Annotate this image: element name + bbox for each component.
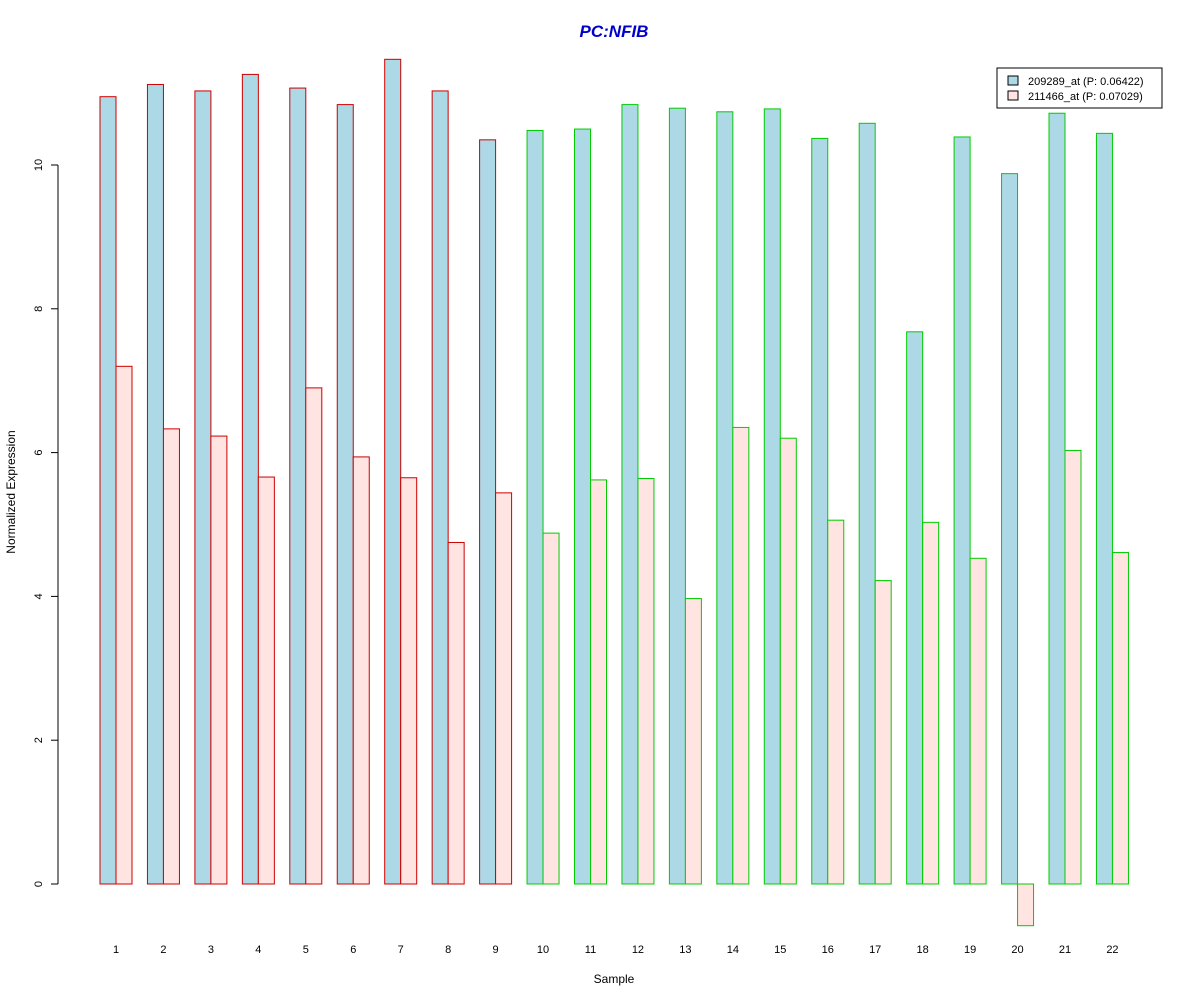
bar-series-1-sample-1 (99, 96, 117, 885)
y-tick-label: 10 (33, 159, 45, 171)
bar-series-2-sample-14 (732, 426, 750, 885)
y-tick-label: 6 (33, 450, 45, 456)
bar-series-1-sample-2 (146, 83, 164, 885)
bar-series-2-sample-21 (1064, 449, 1082, 885)
y-axis: 0 2 4 6 8 10 (33, 159, 59, 887)
bar-series-2-sample-8 (447, 541, 465, 885)
legend-swatch (1007, 75, 1019, 86)
bar-series-1-sample-17 (858, 122, 876, 885)
bar-series-2-sample-2 (162, 428, 180, 885)
bar-series-2-sample-9 (495, 492, 513, 885)
x-tick-label: 1 (113, 944, 119, 956)
y-tick-label: 0 (33, 881, 45, 887)
legend-swatch (1007, 90, 1019, 101)
bar-series-1-sample-11 (574, 128, 591, 885)
y-tick-label: 4 (33, 593, 45, 599)
bar-series-1-sample-12 (621, 104, 639, 885)
bar-series-1-sample-14 (716, 111, 734, 885)
bar-series-1-sample-6 (336, 104, 354, 885)
bar-series-1-sample-10 (526, 129, 544, 885)
bar-series-2-sample-15 (779, 437, 797, 885)
bar-series-2-sample-7 (400, 477, 418, 885)
x-tick-label: 17 (869, 944, 881, 956)
bar-series-1-sample-3 (194, 90, 212, 885)
x-tick-label: 12 (632, 944, 644, 956)
x-tick-label: 10 (537, 944, 549, 956)
bar-series-2-sample-3 (210, 435, 228, 885)
bar-series-2-sample-5 (305, 387, 323, 885)
x-tick-label: 7 (398, 944, 404, 956)
bar-series-1-sample-9 (479, 139, 497, 885)
bar-series-1-sample-19 (953, 136, 971, 885)
bars (99, 58, 1129, 927)
bar-series-1-sample-18 (906, 331, 924, 885)
x-tick-label: 21 (1059, 944, 1071, 956)
y-tick-label: 8 (33, 306, 45, 312)
chart-title: PC:NFIB (580, 22, 649, 41)
x-tick-label: 2 (160, 944, 166, 956)
y-axis-title: Normalized Expression (4, 430, 18, 553)
x-tick-label: 19 (964, 944, 976, 956)
bar-series-2-sample-12 (637, 477, 655, 885)
bar-series-2-sample-20 (1017, 883, 1035, 927)
x-tick-label: 13 (679, 944, 691, 956)
x-tick-label: 15 (774, 944, 786, 956)
bar-series-1-sample-16 (811, 137, 829, 885)
legend-label: 211466_at (P: 0.07029) (1028, 91, 1143, 103)
bar-series-1-sample-8 (431, 90, 449, 885)
x-tick-label: 4 (255, 944, 261, 956)
x-tick-label: 3 (208, 944, 214, 956)
x-tick-label: 5 (303, 944, 309, 956)
bar-series-2-sample-17 (874, 580, 892, 885)
legend: 209289_at (P: 0.06422) 211466_at (P: 0.0… (996, 67, 1163, 109)
bar-series-1-sample-22 (1095, 132, 1113, 885)
x-tick-label: 22 (1106, 944, 1118, 956)
x-tick-label: 8 (445, 944, 451, 956)
legend-label: 209289_at (P: 0.06422) (1028, 76, 1144, 88)
x-tick-label: 16 (822, 944, 834, 956)
bar-series-1-sample-5 (289, 87, 307, 885)
x-tick-label: 20 (1011, 944, 1023, 956)
bar-series-1-sample-21 (1048, 112, 1066, 885)
bar-series-2-sample-1 (115, 365, 133, 885)
x-axis-title: Sample (594, 972, 635, 986)
x-tick-label: 14 (727, 944, 739, 956)
x-tick-label: 18 (917, 944, 929, 956)
x-axis-labels: 1 2 3 4 5 6 7 8 9 10 11 12 13 14 15 16 17 18 19 20 21 22 (113, 944, 1119, 956)
bar-series-1-sample-13 (668, 107, 686, 885)
bar-series-1-sample-4 (241, 73, 259, 885)
bar-series-2-sample-4 (257, 476, 275, 885)
legend-box (996, 67, 1163, 109)
x-tick-label: 9 (493, 944, 499, 956)
x-tick-label: 11 (585, 944, 596, 956)
bar-series-2-sample-18 (922, 521, 940, 885)
bar-series-1-sample-20 (1001, 173, 1019, 885)
bar-series-1-sample-7 (384, 58, 402, 885)
bar-series-2-sample-22 (1111, 552, 1129, 885)
bar-series-2-sample-11 (590, 479, 607, 885)
bar-series-2-sample-6 (352, 456, 370, 885)
bar-series-1-sample-15 (763, 108, 781, 885)
bar-series-2-sample-13 (684, 598, 702, 885)
bar-series-2-sample-10 (542, 532, 560, 885)
bar-series-2-sample-16 (827, 519, 845, 885)
bar-series-2-sample-19 (969, 557, 987, 885)
y-tick-label: 2 (33, 737, 45, 743)
x-tick-label: 6 (350, 944, 356, 956)
